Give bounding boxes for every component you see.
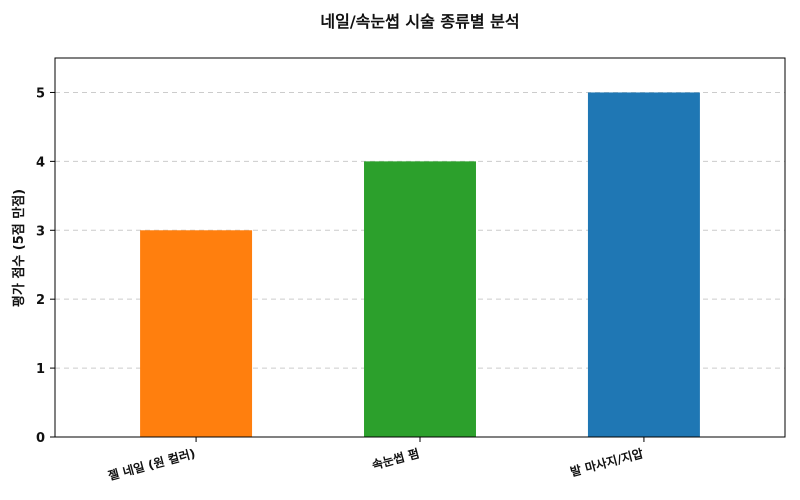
y-tick-label: 3 [36,224,45,239]
x-tick-label: 젤 네일 (원 컬러) [106,445,197,483]
y-tick-label: 4 [36,155,45,170]
x-axis: 젤 네일 (원 컬러) 속눈썹 펌 발 마사지/지압 [106,437,645,483]
bars [140,92,700,438]
y-tick-label: 5 [36,86,45,101]
y-axis: 0 1 2 3 4 5 [36,86,55,446]
y-tick-label: 0 [36,431,45,446]
bar [364,161,476,437]
chart-title: 네일/속눈썹 시술 종류별 분석 [320,12,519,31]
y-axis-label: 평가 점수 (5점 만점) [11,189,27,307]
bar [140,230,253,437]
x-tick-label: 속눈썹 펌 [370,445,421,472]
x-tick-label: 발 마사지/지압 [569,445,645,479]
y-tick-label: 2 [36,293,45,308]
bar [587,92,700,438]
y-tick-label: 1 [36,362,45,377]
